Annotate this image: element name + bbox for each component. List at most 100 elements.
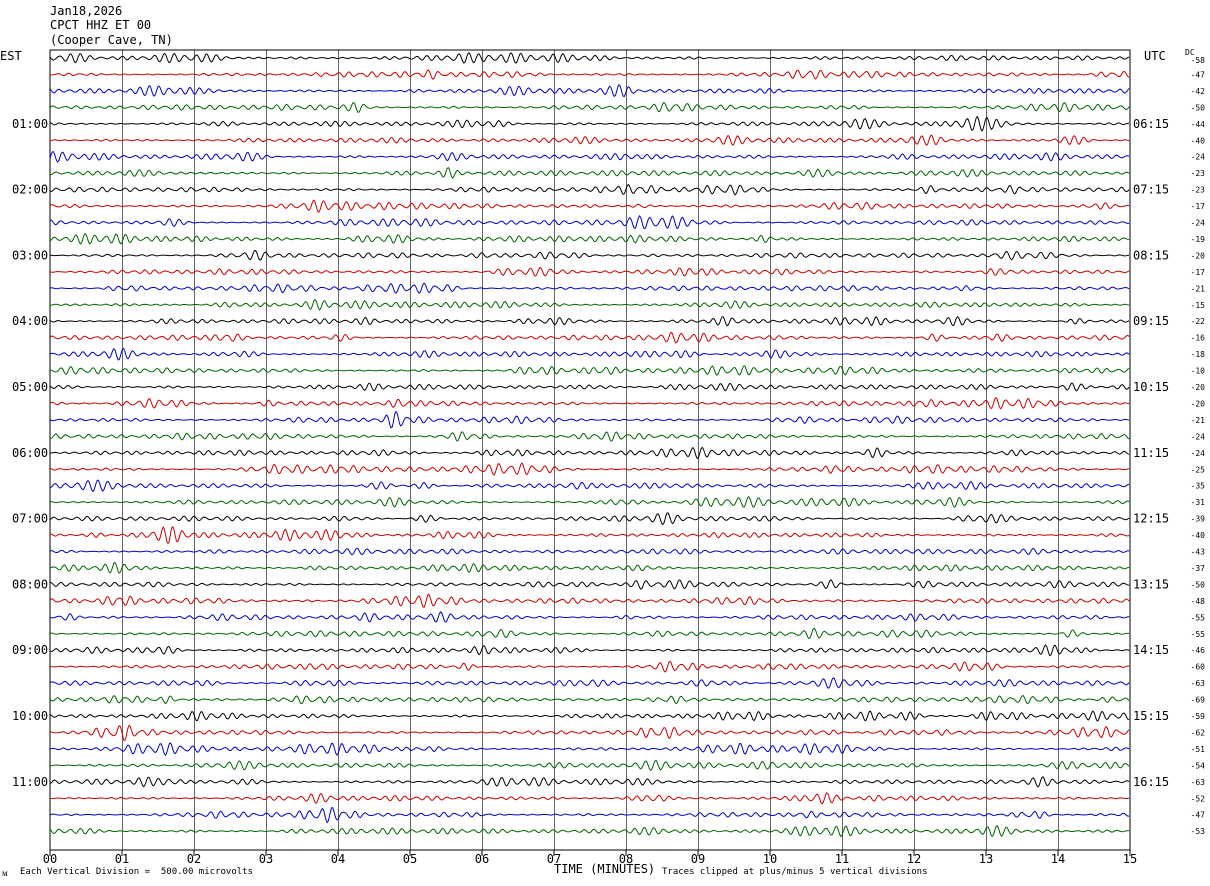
hour-label-utc: 11:15 [1133, 446, 1169, 460]
dc-offset-value: -21 [1191, 284, 1206, 293]
dc-offset-value: -21 [1191, 416, 1206, 425]
hour-label-utc: 16:15 [1133, 775, 1169, 789]
dc-offset-value: -20 [1191, 399, 1206, 408]
x-tick-label: 12 [907, 852, 921, 866]
dc-offset-value: -50 [1191, 580, 1206, 589]
x-tick-label: 11 [835, 852, 849, 866]
trace-line [49, 232, 1130, 245]
trace-line [49, 331, 1130, 344]
trace-line [49, 52, 1130, 64]
x-tick-label: 07 [547, 852, 561, 866]
x-tick-label: 15 [1123, 852, 1137, 866]
dc-offset-value: -40 [1191, 531, 1206, 540]
dc-offset-value: -22 [1191, 317, 1206, 326]
trace-line [49, 84, 1130, 98]
trace-line [49, 644, 1130, 657]
dc-offset-value: -18 [1191, 350, 1206, 359]
trace-line [49, 249, 1130, 261]
time-grid [49, 49, 1131, 851]
hour-label-est: 07:00 [12, 512, 48, 526]
station-location: (Cooper Cave, TN) [50, 33, 173, 47]
dc-offset-value: -63 [1191, 679, 1206, 688]
trace-line [49, 661, 1130, 673]
hour-label-utc: 15:15 [1133, 709, 1169, 723]
trace-line [49, 431, 1130, 442]
trace-line [49, 151, 1130, 163]
hour-label-utc: 06:15 [1133, 117, 1169, 131]
dc-offset-value: -42 [1191, 87, 1206, 96]
trace-line [49, 824, 1130, 838]
dc-offset-value: -20 [1191, 383, 1206, 392]
trace-line [49, 695, 1130, 705]
dc-offset-value: -16 [1191, 334, 1206, 343]
trace-line [49, 166, 1130, 179]
dc-offset-value: -44 [1191, 120, 1206, 129]
dc-offset-value: -48 [1191, 597, 1206, 606]
dc-offset-value: -69 [1191, 696, 1206, 705]
trace-line [49, 792, 1130, 805]
trace-line [49, 411, 1130, 429]
dc-offset-value: -47 [1191, 70, 1206, 79]
dc-offset-value: -50 [1191, 103, 1206, 112]
hour-label-utc: 13:15 [1133, 577, 1169, 591]
dc-offset-value: -52 [1191, 794, 1206, 803]
dc-offset-value: -60 [1191, 663, 1206, 672]
trace-line [49, 396, 1130, 410]
hour-label-est: 11:00 [12, 775, 48, 789]
hour-label-est: 05:00 [12, 380, 48, 394]
trace-line [49, 184, 1130, 196]
x-tick-label: 13 [979, 852, 993, 866]
trace-line [49, 807, 1130, 824]
x-tick-label: 10 [763, 852, 777, 866]
trace-line [49, 462, 1130, 476]
hour-label-utc: 08:15 [1133, 248, 1169, 262]
trace-line [49, 759, 1130, 771]
dc-offset-value: -31 [1191, 498, 1206, 507]
trace-line [49, 446, 1130, 460]
trace-line [49, 347, 1130, 361]
dc-offset-value: -15 [1191, 301, 1206, 310]
trace-line [49, 724, 1130, 742]
trace-line [49, 101, 1130, 113]
x-tick-label: 03 [259, 852, 273, 866]
corner-mark: ᴍ [2, 869, 8, 879]
trace-line [49, 627, 1130, 640]
x-tick-label: 04 [331, 852, 345, 866]
trace-line [49, 315, 1130, 327]
trace-line [49, 547, 1130, 556]
x-tick-label: 14 [1051, 852, 1065, 866]
hour-label-utc: 10:15 [1133, 380, 1169, 394]
x-tick-label: 02 [187, 852, 201, 866]
dc-offset-value: -24 [1191, 449, 1206, 458]
trace-line [49, 593, 1130, 609]
x-tick-label: 05 [403, 852, 417, 866]
hour-label-utc: 12:15 [1133, 512, 1169, 526]
dc-offset-value: -46 [1191, 646, 1206, 655]
dc-offsets: -58 -47 -42 -50 -44 -40 -24 -23 -23 -17 -24 -19 -20 -… [1191, 56, 1206, 836]
dc-offset-value: -63 [1191, 778, 1206, 787]
dc-offset-value: -20 [1191, 251, 1206, 260]
dc-offset-value: -54 [1191, 761, 1206, 770]
hour-label-est: 04:00 [12, 314, 48, 328]
seismic-traces [49, 52, 1130, 838]
hour-label-utc: 14:15 [1133, 643, 1169, 657]
dc-offset-value: -47 [1191, 811, 1206, 820]
hour-label-est: 08:00 [12, 577, 48, 591]
dc-offset-value: -62 [1191, 728, 1206, 737]
hour-label-utc: 07:15 [1133, 183, 1169, 197]
dc-offset-value: -24 [1191, 432, 1206, 441]
dc-offset-value: -24 [1191, 153, 1206, 162]
plot-frame [49, 49, 1131, 851]
trace-line [49, 266, 1130, 277]
trace-line [49, 298, 1130, 311]
left-timezone-label: EST [0, 49, 22, 63]
trace-line [49, 479, 1130, 493]
x-axis-title: TIME (MINUTES) [554, 862, 656, 876]
dc-offset-value: -19 [1191, 235, 1206, 244]
dc-offset-value: -39 [1191, 515, 1206, 524]
dc-offset-value: -59 [1191, 712, 1206, 721]
dc-offset-value: -43 [1191, 548, 1206, 557]
trace-line [49, 677, 1130, 689]
trace-line [49, 215, 1130, 230]
